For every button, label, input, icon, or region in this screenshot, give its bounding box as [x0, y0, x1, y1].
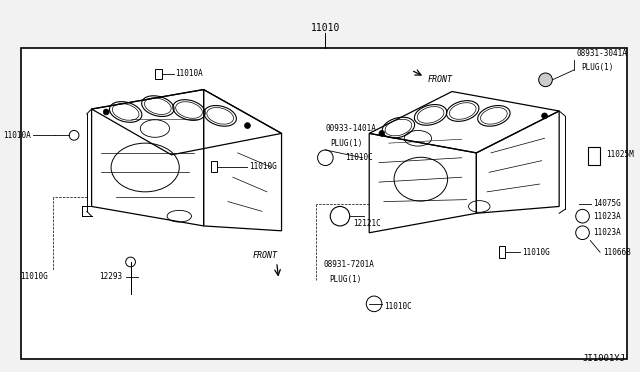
Circle shape [539, 73, 552, 87]
Text: 11023A: 11023A [593, 212, 621, 221]
Circle shape [103, 109, 109, 115]
Text: 14075G: 14075G [593, 199, 621, 208]
Circle shape [379, 131, 385, 136]
Bar [499, 246, 504, 258]
Text: 08931-7201A: 08931-7201A [323, 260, 374, 269]
FancyBboxPatch shape [22, 48, 627, 359]
Bar [211, 161, 217, 172]
Text: PLUG(1): PLUG(1) [582, 62, 614, 72]
Text: 11066B: 11066B [603, 248, 631, 257]
Text: 11010G: 11010G [20, 272, 48, 281]
Text: JI1001YJ: JI1001YJ [582, 354, 625, 363]
Text: 11010: 11010 [310, 23, 340, 33]
Text: 12121C: 12121C [353, 218, 380, 228]
Text: FRONT: FRONT [428, 75, 452, 84]
Text: 11010A: 11010A [175, 70, 203, 78]
Text: 11010A: 11010A [3, 131, 31, 140]
Text: 12293: 12293 [99, 272, 122, 281]
Bar [588, 147, 600, 164]
Text: 11025M: 11025M [606, 150, 634, 159]
Text: PLUG(1): PLUG(1) [330, 139, 363, 148]
Bar [155, 69, 162, 79]
Text: 00933-1401A: 00933-1401A [325, 124, 376, 133]
Text: 08931-3041A: 08931-3041A [577, 49, 628, 58]
Text: 11010G: 11010G [250, 162, 277, 171]
Text: 11010G: 11010G [522, 248, 550, 257]
Circle shape [244, 123, 250, 129]
Text: FRONT: FRONT [252, 251, 277, 260]
Text: 11023A: 11023A [593, 228, 621, 237]
Circle shape [541, 113, 547, 119]
Text: 11010C: 11010C [384, 302, 412, 311]
Text: 11010C: 11010C [345, 153, 372, 162]
Text: PLUG(1): PLUG(1) [329, 275, 362, 284]
